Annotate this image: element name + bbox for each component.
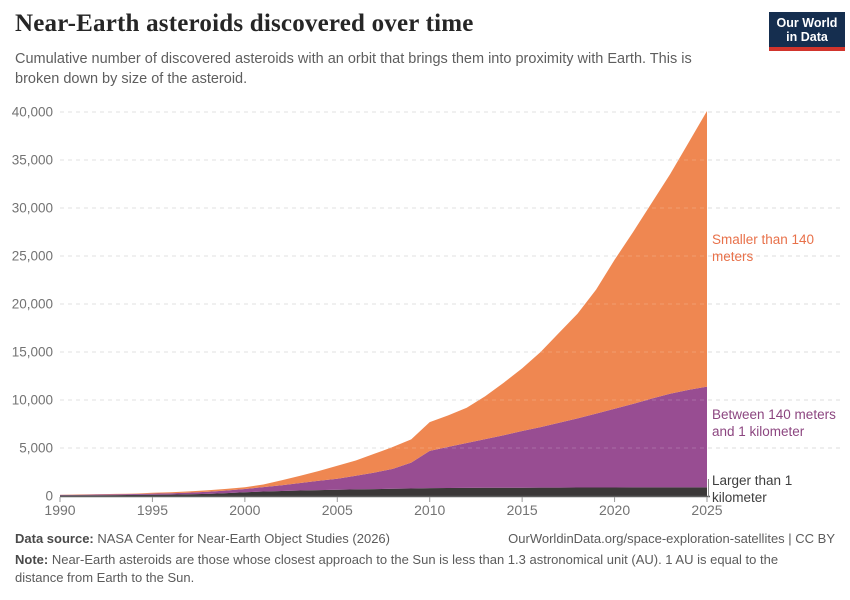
x-tick-label-2000: 2000 (229, 502, 260, 518)
y-tick-label-35000: 35,000 (12, 153, 53, 168)
y-tick-label-30000: 30,000 (12, 201, 53, 216)
y-tick-label-5000: 5,000 (19, 441, 53, 456)
chart-subtitle: Cumulative number of discovered asteroid… (15, 51, 692, 87)
y-tick-label-0: 0 (45, 489, 53, 504)
x-tick-label-2020: 2020 (599, 502, 630, 518)
x-tick-label-2005: 2005 (322, 502, 353, 518)
area-series-1[interactable] (60, 386, 707, 496)
series-label-smaller-than-140m: Smaller than 140 meters (712, 232, 815, 264)
footer-source-row: Data source: NASA Center for Near-Earth … (15, 531, 835, 546)
data-source-value: NASA Center for Near-Earth Object Studie… (93, 531, 390, 546)
data-source-text: Data source: NASA Center for Near-Earth … (15, 531, 390, 546)
area-series-0[interactable] (60, 487, 707, 496)
y-tick-label-10000: 10,000 (12, 393, 53, 408)
note-label: Note: (15, 552, 49, 567)
footer-note: Note: Near-Earth asteroids are those who… (15, 551, 821, 587)
larger-series-leader-line (708, 479, 709, 497)
area-series-2[interactable] (60, 111, 707, 495)
y-tick-label-40000: 40,000 (12, 105, 53, 120)
owid-logo-line2: in Data (786, 30, 828, 44)
y-tick-label-15000: 15,000 (12, 345, 53, 360)
page-title: Near-Earth asteroids discovered over tim… (15, 10, 474, 37)
owid-logo[interactable]: Our World in Data (769, 12, 845, 51)
data-source-label: Data source: (15, 531, 94, 546)
series-label-larger-than-1km: Larger than 1 kilometer (712, 473, 793, 505)
x-tick-label-1995: 1995 (137, 502, 168, 518)
x-tick-label-2010: 2010 (414, 502, 445, 518)
owid-logo-line1: Our World (776, 16, 838, 30)
x-tick-label-2025: 2025 (691, 502, 722, 518)
y-tick-label-20000: 20,000 (12, 297, 53, 312)
y-tick-label-25000: 25,000 (12, 249, 53, 264)
note-text: Near-Earth asteroids are those whose clo… (15, 552, 779, 585)
owid-cc-link[interactable]: OurWorldinData.org/space-exploration-sat… (508, 531, 835, 546)
x-tick-label-1990: 1990 (44, 502, 75, 518)
series-label-between-140m-1km: Between 140 meters and 1 kilometer (712, 407, 836, 439)
x-tick-label-2015: 2015 (507, 502, 538, 518)
